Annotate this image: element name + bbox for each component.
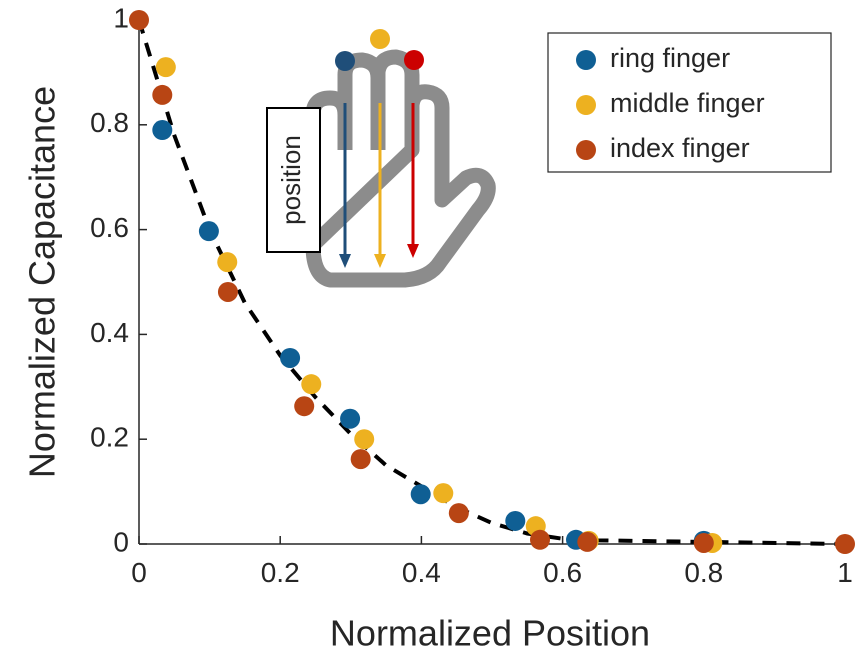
arrow-head: [339, 254, 351, 268]
x-tick-label: 0: [131, 557, 147, 588]
x-tick-label: 1: [837, 557, 853, 588]
legend-label: index finger: [610, 133, 750, 163]
y-axis-label: Normalized Capacitance: [22, 86, 63, 478]
x-tick-label: 0.8: [684, 557, 723, 588]
x-tick-label: 0.2: [261, 557, 300, 588]
legend-marker: [576, 95, 596, 115]
finger-dot: [335, 51, 355, 71]
point: [410, 484, 431, 505]
x-tick-label: 0.4: [402, 557, 441, 588]
point: [693, 532, 714, 553]
y-tick-label: 0.4: [90, 317, 129, 348]
point: [448, 503, 469, 524]
point: [354, 429, 375, 450]
point: [340, 408, 361, 429]
legend-label: ring finger: [610, 43, 730, 73]
x-tick-label: 0.6: [543, 557, 582, 588]
point: [280, 347, 301, 368]
hand-outline: [305, 49, 496, 288]
point: [198, 221, 219, 242]
legend-label: middle finger: [610, 88, 765, 118]
y-tick-label: 0: [113, 526, 129, 557]
point: [835, 534, 855, 554]
point: [577, 531, 598, 552]
y-tick-label: 0.8: [90, 107, 129, 138]
hand-inset: position: [266, 29, 496, 288]
point: [294, 396, 315, 417]
finger-dot: [370, 29, 390, 49]
point: [350, 449, 371, 470]
point: [530, 529, 551, 550]
point: [155, 57, 176, 78]
y-tick-label: 0.2: [90, 422, 129, 453]
arrow-head: [374, 254, 386, 268]
y-tick-label: 0.6: [90, 212, 129, 243]
point: [433, 483, 454, 504]
arrow-head: [407, 244, 419, 258]
point: [152, 84, 173, 105]
x-axis-label: Normalized Position: [330, 613, 650, 654]
point: [217, 252, 238, 273]
point: [152, 120, 173, 141]
inset-label-box: [266, 107, 321, 253]
point: [505, 510, 526, 531]
finger-dot: [404, 50, 424, 70]
y-tick-label: 1: [113, 2, 129, 33]
point: [301, 374, 322, 395]
legend-marker: [576, 140, 596, 160]
point: [129, 10, 149, 30]
legend-marker: [576, 50, 596, 70]
point: [217, 281, 238, 302]
inset-label: position: [276, 135, 306, 225]
